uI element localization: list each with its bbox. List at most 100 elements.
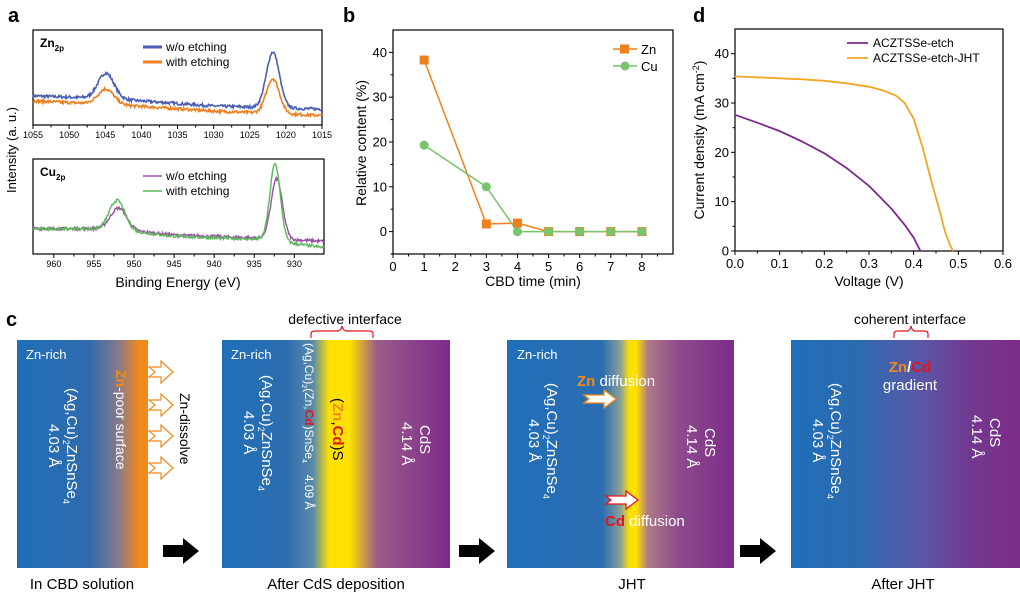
svg-text:4.14 Å: 4.14 Å [968, 415, 985, 458]
stage3-zn-rich-label: Zn-rich [517, 347, 557, 362]
a-bottom-legend-label-1: with etching [165, 184, 229, 198]
svg-text:Zn-poor surface: Zn-poor surface [113, 370, 129, 470]
x-tick-label: 2 [452, 259, 459, 274]
stage1-layer-block [17, 340, 148, 568]
b-legend-marker-cu [620, 61, 630, 71]
marker-zn [512, 218, 522, 228]
x-tick-label: 0.1 [771, 256, 789, 271]
stage2-cds-label: CdS 4.14 Å [398, 422, 433, 465]
b-legend-label-cu: Cu [641, 59, 658, 74]
y-tick-label: 20 [373, 135, 387, 150]
xps-line-with-etching [32, 78, 323, 119]
x-tick-label: 0.5 [949, 256, 967, 271]
defective-interface-brace [310, 325, 374, 338]
b-legend-marker-zn [620, 44, 629, 54]
b-legend-label-zn: Zn [641, 42, 656, 57]
a-ylabel: Intensity (a. u.) [4, 107, 19, 193]
stage2-zn-rich-label: Zn-rich [231, 347, 271, 362]
gradient-elements-label: Zn/Cd [889, 359, 932, 376]
series-line-cu [423, 144, 642, 233]
svg-text:CdS: CdS [986, 418, 1003, 447]
svg-text:(Ag,Cu)2ZnSnSe4: (Ag,Cu)2ZnSnSe4 [825, 383, 844, 499]
zn-diffusion-label: Zn diffusion [577, 373, 655, 390]
marker-cu [575, 227, 585, 237]
xps-line-with-etching [32, 162, 325, 249]
gradient-label: gradient [883, 377, 938, 394]
a-top-legend-label-0: w/o etching [165, 40, 227, 54]
stage1-lattice: 4.03 Å [45, 424, 62, 467]
svg-text:(Ag,Cu)2(Zn,Cd)SnSe44.09 Å: (Ag,Cu)2(Zn,Cd)SnSe44.09 Å [300, 343, 317, 510]
x-tick-label: 960 [46, 259, 61, 269]
stage2-absorber-label: (Ag,Cu)2ZnSnSe4 4.03 Å [240, 375, 275, 491]
b-frame [392, 29, 674, 255]
marker-cu [481, 182, 491, 192]
stage3-layer-block [507, 340, 734, 568]
svg-text:4.14 Å: 4.14 Å [683, 425, 700, 468]
x-tick-label: 935 [247, 259, 262, 269]
series-line-zn [423, 59, 642, 233]
arrow-right-icon [459, 538, 495, 564]
x-tick-label: 1035 [167, 130, 187, 140]
x-tick-label: 1015 [312, 130, 332, 140]
a-xlabel: Binding Energy (eV) [115, 274, 240, 290]
stage-jht: Zn-rich (Ag,Cu)2ZnSnSe4 4.03 Å Zn diffus… [507, 340, 734, 593]
stage4-layer-block [791, 340, 1020, 568]
marker-cu [637, 227, 647, 237]
stage2-caption: After CdS deposition [267, 576, 405, 593]
stage3-absorber-label: (Ag,Cu)2ZnSnSe4 4.03 Å [525, 383, 560, 499]
svg-text:CdS: CdS [416, 425, 433, 454]
d-legend-label-jht: ACZTSSe-etch-JHT [873, 51, 980, 65]
d-legend: ACZTSSe-etch ACZTSSe-etch-JHT [847, 36, 980, 65]
chart-a-cu2p: 960 955 950 945 940 935 930 Cu2p w/o etching w… [32, 158, 325, 290]
y-tick-label: 10 [373, 179, 387, 194]
svg-text:(Ag,Cu)2ZnSnSe4: (Ag,Cu)2ZnSnSe4 [61, 388, 80, 504]
y-tick-label: 0 [380, 224, 387, 239]
stage1-caption: In CBD solution [30, 576, 134, 593]
stage4-absorber-label: (Ag,Cu)2ZnSnSe4 4.03 Å [809, 383, 844, 499]
x-tick-label: 5 [545, 259, 552, 274]
x-tick-label: 0.4 [905, 256, 923, 271]
x-tick-label: 1045 [95, 130, 115, 140]
stage2-lattice: 4.03 Å [240, 411, 257, 454]
d-ylabel: Current density (mA cm-2) [691, 61, 707, 220]
svg-text:CdS: CdS [701, 428, 718, 457]
stage3-cds-label: CdS 4.14 Å [683, 425, 718, 468]
stage-after-jht: coherent interface Zn/Cd gradient (Ag,Cu… [791, 311, 1020, 593]
b-xlabel: CBD time (min) [485, 273, 581, 289]
y-tick-label: 20 [715, 145, 729, 160]
zn-dissolve-arrows [147, 359, 174, 481]
y-tick-label: 30 [373, 90, 387, 105]
svg-text:(Ag,Cu)2ZnSnSe4: (Ag,Cu)2ZnSnSe4 [541, 383, 560, 499]
stage1-zn-rich-label: Zn-rich [26, 347, 66, 362]
stage3-lattice: 4.03 Å [525, 419, 542, 462]
y-tick-label: 10 [715, 194, 729, 209]
xps-line-w-o-etching [32, 51, 323, 112]
d-legend-label-etch: ACZTSSe-etch [873, 36, 954, 50]
marker-cu [606, 227, 616, 237]
x-tick-label: 0.2 [815, 256, 833, 271]
arrow-right-icon [740, 538, 776, 564]
x-tick-label: 0.3 [860, 256, 878, 271]
x-tick-label: 8 [638, 259, 645, 274]
x-tick-label: 6 [576, 259, 583, 274]
b-ylabel: Relative content (%) [353, 80, 369, 206]
y-tick-label: 40 [715, 46, 729, 61]
x-tick-label: 955 [86, 259, 101, 269]
x-tick-label: 7 [607, 259, 614, 274]
stage-in-cbd-solution: Zn-rich (Ag,Cu)2ZnSnSe4 4.03 Å Zn-poor s… [17, 340, 193, 593]
panel-label-d: d [693, 5, 705, 27]
x-tick-label: 1050 [59, 130, 79, 140]
marker-zn [481, 219, 491, 229]
x-tick-label: 3 [483, 259, 490, 274]
chart-a-zn2p: 1055 1050 1045 1040 1035 1030 1025 1020 1015 Zn2… [23, 29, 332, 140]
a-top-legend-label-1: with etching [165, 55, 229, 69]
x-tick-label: 4 [514, 259, 521, 274]
a-bottom-inset-label: Cu2p [40, 165, 65, 182]
x-tick-label: 1025 [240, 130, 260, 140]
stage1-surface-label: Zn-poor surface [113, 370, 129, 470]
marker-cu [544, 227, 554, 237]
panel-label-a: a [8, 5, 20, 27]
defective-interface-label: defective interface [288, 311, 402, 327]
